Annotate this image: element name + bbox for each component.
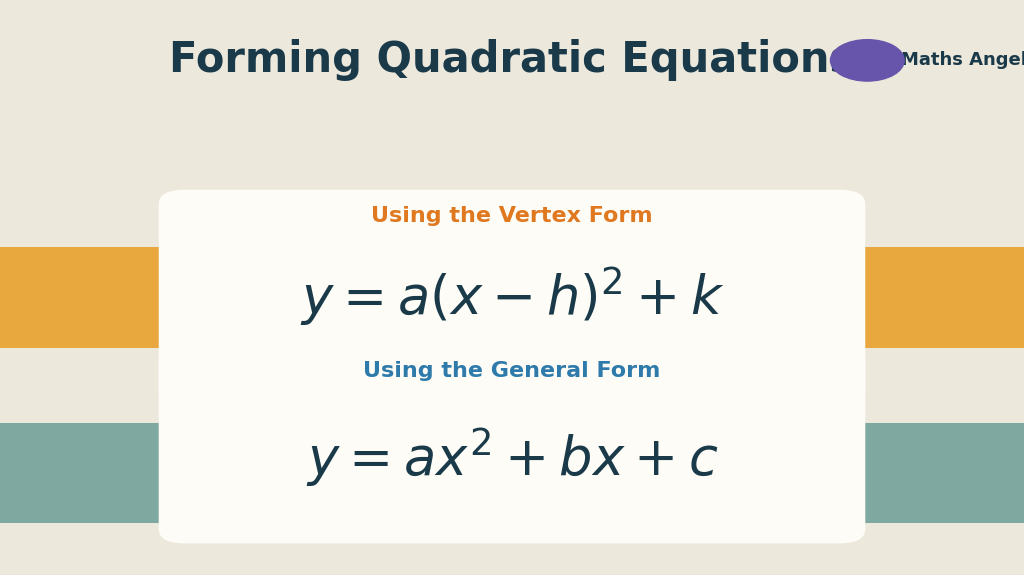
Bar <box>0 247 1024 348</box>
Circle shape <box>830 40 904 81</box>
Bar <box>0 423 1024 523</box>
FancyBboxPatch shape <box>159 348 865 543</box>
Text: Using the Vertex Form: Using the Vertex Form <box>371 206 653 225</box>
Text: Maths Angel: Maths Angel <box>901 51 1024 70</box>
Text: $y = a(x - h)^2 + k$: $y = a(x - h)^2 + k$ <box>300 264 724 328</box>
FancyBboxPatch shape <box>159 190 865 408</box>
Text: Using the General Form: Using the General Form <box>364 361 660 381</box>
Text: Forming Quadratic Equations: Forming Quadratic Equations <box>169 39 855 82</box>
Text: $y = ax^2 + bx + c$: $y = ax^2 + bx + c$ <box>306 426 718 489</box>
